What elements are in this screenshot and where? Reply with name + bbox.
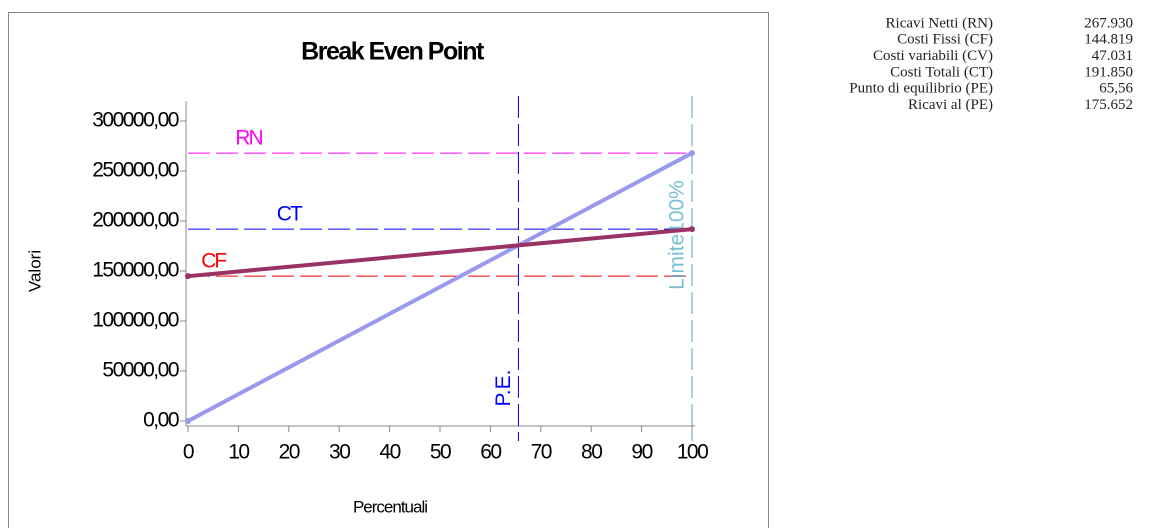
series-line (187, 227, 693, 279)
y-tick-label: 0,00 (143, 409, 179, 432)
table-value: 47.031 (1092, 48, 1133, 64)
table-label: Punto di equilibrio (PE) (849, 81, 993, 97)
y-tick-label: 50000,00 (102, 359, 178, 382)
x-tick-label: 40 (379, 441, 400, 464)
x-tick-label: 70 (531, 441, 552, 464)
table-label: Costi Totali (CT) (890, 64, 993, 80)
reference-label: P.E. (492, 370, 515, 407)
x-tick-label: 60 (480, 441, 501, 464)
table-label: Costi variabili (CV) (873, 48, 993, 64)
table-value: 175.652 (1084, 97, 1133, 113)
y-tick-label: 150000,00 (92, 259, 179, 282)
reference-label: CF (201, 250, 226, 273)
table-label: Ricavi Netti (RN) (886, 15, 993, 31)
table-label: Costi Fissi (CF) (897, 32, 993, 48)
y-tick-label: 100000,00 (92, 309, 179, 332)
table-label: Ricavi al (PE) (908, 97, 993, 113)
data-point (689, 150, 695, 157)
series-line (187, 151, 693, 423)
y-tick-label: 200000,00 (92, 209, 179, 232)
chart-frame (8, 12, 769, 528)
y-axis-label: Valori (25, 250, 44, 292)
x-tick-label: 10 (228, 441, 249, 464)
y-tick-label: 300000,00 (92, 109, 179, 132)
reference-label: CT (277, 203, 303, 226)
data-point (689, 226, 695, 233)
data-point (185, 273, 191, 280)
x-tick-label: 80 (581, 441, 602, 464)
table-value: 65,56 (1099, 81, 1133, 97)
x-tick-label: 20 (279, 441, 300, 464)
x-tick-label: 50 (430, 441, 451, 464)
x-tick-label: 100 (677, 441, 708, 464)
data-point (185, 418, 191, 424)
table-value: 267.930 (1084, 15, 1133, 31)
x-tick-label: 30 (329, 441, 350, 464)
table-value: 144.819 (1084, 32, 1133, 48)
x-tick-label: 90 (631, 441, 652, 464)
reference-label: Limite100% (666, 180, 689, 290)
y-tick-label: 250000,00 (92, 159, 179, 182)
reference-label: RN (235, 127, 262, 150)
x-axis-label: Percentuali (353, 497, 427, 516)
x-tick-label: 0 (183, 441, 194, 464)
chart-title: Break Even Point (301, 38, 485, 66)
table-value: 191.850 (1084, 64, 1133, 80)
